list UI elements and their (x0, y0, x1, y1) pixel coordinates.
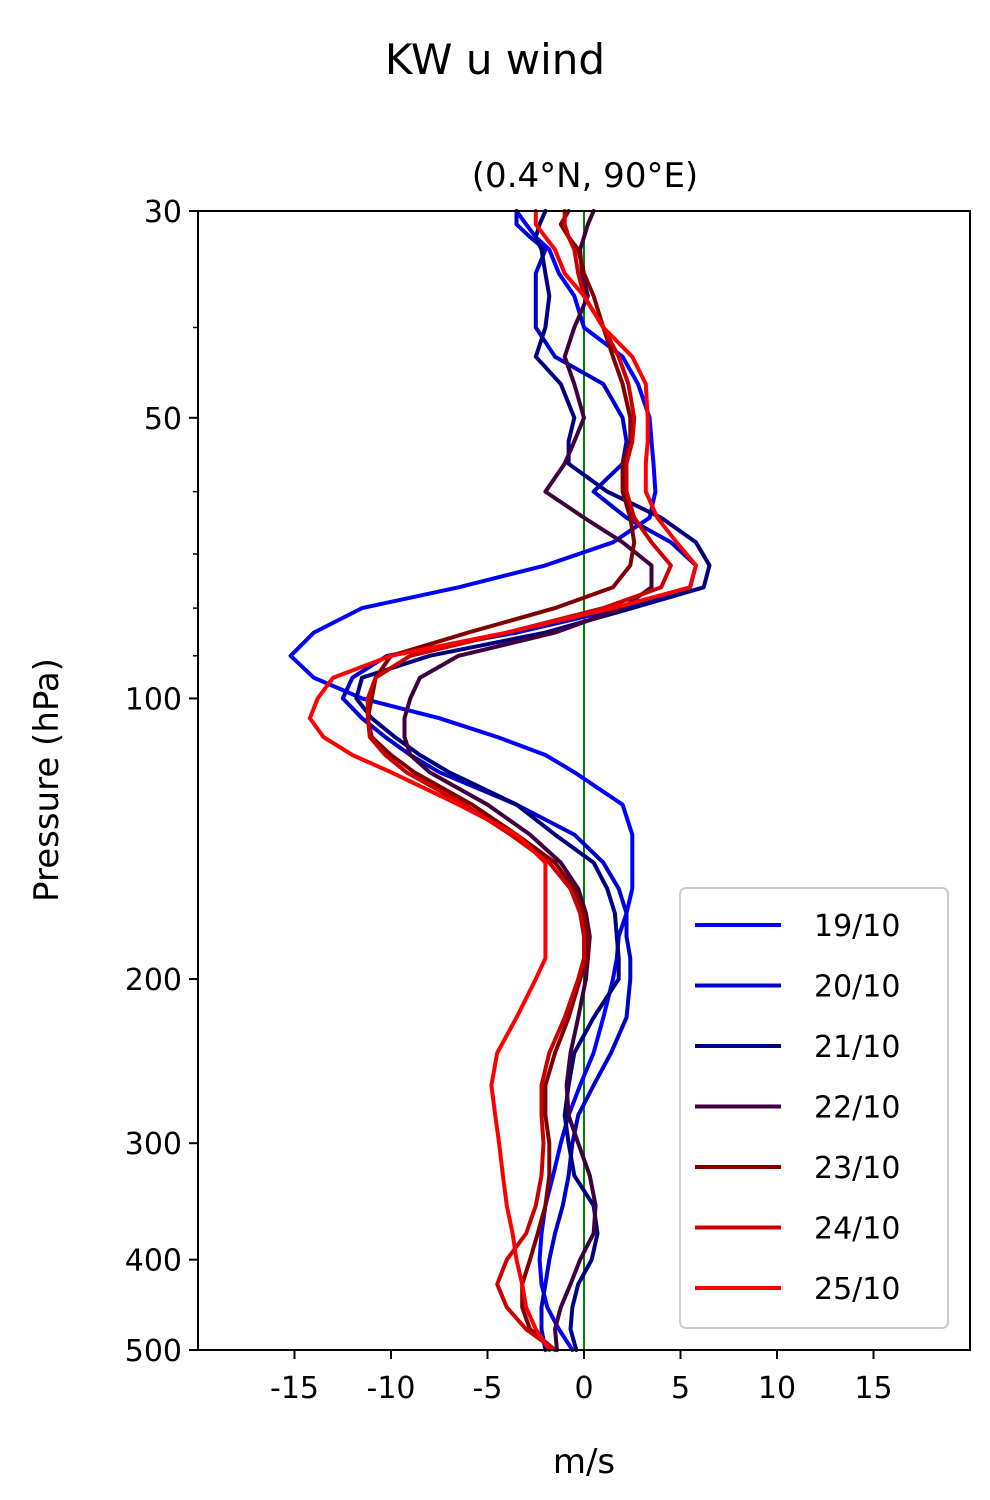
x-axis-label: m/s (553, 1442, 615, 1482)
legend-label: 24/10 (814, 1212, 900, 1247)
y-tick-label: 100 (125, 682, 182, 717)
legend-label: 20/10 (814, 970, 900, 1005)
legend-label: 22/10 (814, 1091, 900, 1126)
series-line-1 (288, 209, 658, 1352)
legend-box (679, 887, 949, 1329)
legend-label: 21/10 (814, 1030, 900, 1065)
y-tick-label: 50 (144, 402, 182, 437)
x-tick-label: 15 (854, 1371, 892, 1406)
x-tick-label: 5 (671, 1371, 690, 1406)
y-tick-label: 400 (125, 1244, 182, 1279)
legend-label: 25/10 (814, 1272, 900, 1307)
series-line-3 (354, 209, 712, 1352)
series-line-6 (365, 209, 673, 1352)
y-tick-label: 200 (125, 963, 182, 998)
x-tick-label: 0 (574, 1371, 593, 1406)
y-axis-label: Pressure (hPa) (27, 658, 67, 902)
chart-title: (0.4°N, 90°E) (472, 156, 698, 196)
x-tick-label: -15 (270, 1371, 319, 1406)
y-tick-label: 500 (125, 1334, 182, 1369)
x-tick-label: -5 (473, 1371, 503, 1406)
y-tick-label: 30 (144, 195, 182, 230)
series-line-4 (402, 209, 654, 1352)
legend: 19/10 20/10 21/10 22/10 23/10 24/10 25/10 (679, 887, 949, 1329)
x-tick-label: -10 (367, 1371, 416, 1406)
legend-label: 19/10 (814, 909, 900, 944)
series-layer (288, 209, 712, 1352)
series-line-7 (307, 209, 698, 1352)
y-axis: 30 50 100 200 300 400 500 (125, 195, 198, 1369)
legend-label: 23/10 (814, 1151, 900, 1186)
x-tick-label: 10 (758, 1371, 796, 1406)
x-axis: -15 -10 -5 0 5 10 15 (270, 1350, 893, 1406)
y-tick-label: 300 (125, 1127, 182, 1162)
chart-suptitle: KW u wind (385, 35, 605, 84)
